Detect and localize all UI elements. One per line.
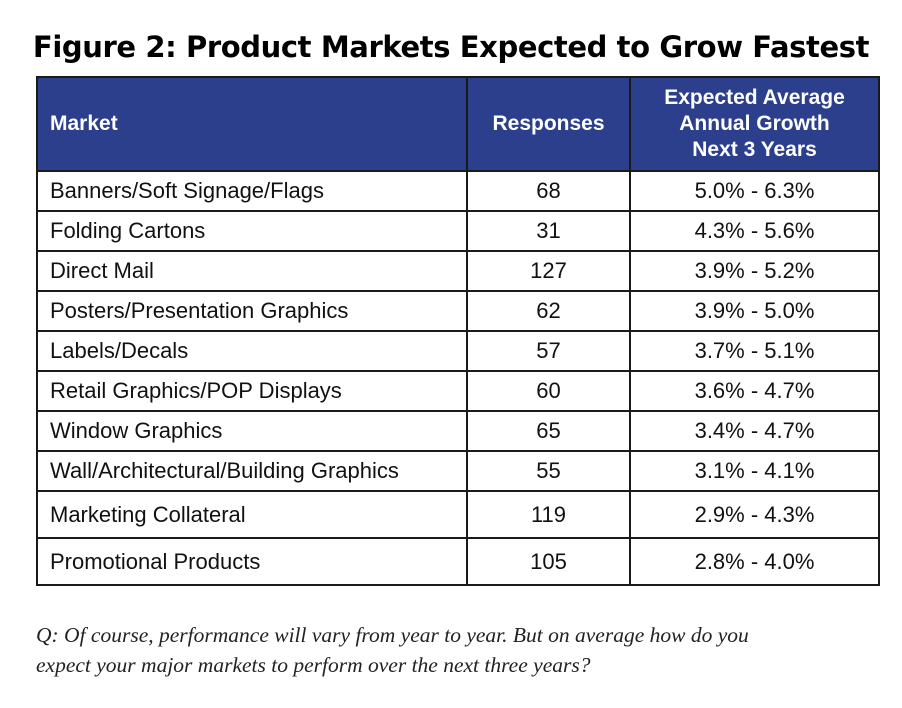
growth-cell: 3.9% - 5.0% <box>629 290 880 332</box>
footnote-line: expect your major markets to perform ove… <box>36 653 591 677</box>
table-header-row: Market Responses Expected Average Annual… <box>36 76 880 172</box>
responses-cell: 31 <box>466 210 631 252</box>
responses-cell: 127 <box>466 250 631 292</box>
growth-cell: 5.0% - 6.3% <box>629 170 880 212</box>
table-row: Wall/Architectural/Building Graphics 55 … <box>36 450 880 492</box>
responses-cell: 68 <box>466 170 631 212</box>
table-row: Window Graphics 65 3.4% - 4.7% <box>36 410 880 452</box>
table-row: Promotional Products 105 2.8% - 4.0% <box>36 537 880 586</box>
column-header-growth-line: Annual Growth <box>679 112 830 135</box>
footnote-line: Q: Of course, performance will vary from… <box>36 623 749 647</box>
table-row: Banners/Soft Signage/Flags 68 5.0% - 6.3… <box>36 170 880 212</box>
market-cell: Banners/Soft Signage/Flags <box>36 170 468 212</box>
table-row: Posters/Presentation Graphics 62 3.9% - … <box>36 290 880 332</box>
column-header-growth-line: Next 3 Years <box>692 138 817 161</box>
responses-cell: 57 <box>466 330 631 372</box>
market-cell: Retail Graphics/POP Displays <box>36 370 468 412</box>
growth-cell: 3.7% - 5.1% <box>629 330 880 372</box>
column-header-market: Market <box>36 76 468 172</box>
table-row: Folding Cartons 31 4.3% - 5.6% <box>36 210 880 252</box>
market-cell: Window Graphics <box>36 410 468 452</box>
responses-cell: 105 <box>466 537 631 586</box>
growth-cell: 3.4% - 4.7% <box>629 410 880 452</box>
responses-cell: 119 <box>466 490 631 539</box>
market-cell: Folding Cartons <box>36 210 468 252</box>
growth-cell: 3.6% - 4.7% <box>629 370 880 412</box>
market-cell: Labels/Decals <box>36 330 468 372</box>
market-cell: Marketing Collateral <box>36 490 468 539</box>
market-cell: Direct Mail <box>36 250 468 292</box>
column-header-growth-line: Expected Average <box>664 86 845 109</box>
growth-cell: 2.9% - 4.3% <box>629 490 880 539</box>
table-row: Direct Mail 127 3.9% - 5.2% <box>36 250 880 292</box>
responses-cell: 65 <box>466 410 631 452</box>
responses-cell: 55 <box>466 450 631 492</box>
market-cell: Posters/Presentation Graphics <box>36 290 468 332</box>
responses-cell: 62 <box>466 290 631 332</box>
table-row: Retail Graphics/POP Displays 60 3.6% - 4… <box>36 370 880 412</box>
growth-cell: 3.1% - 4.1% <box>629 450 880 492</box>
market-cell: Wall/Architectural/Building Graphics <box>36 450 468 492</box>
growth-cell: 4.3% - 5.6% <box>629 210 880 252</box>
growth-cell: 2.8% - 4.0% <box>629 537 880 586</box>
figure-title: Figure 2: Product Markets Expected to Gr… <box>32 30 870 64</box>
market-cell: Promotional Products <box>36 537 468 586</box>
table-row: Labels/Decals 57 3.7% - 5.1% <box>36 330 880 372</box>
markets-table: Market Responses Expected Average Annual… <box>36 76 880 586</box>
table-row: Marketing Collateral 119 2.9% - 4.3% <box>36 490 880 539</box>
survey-question-footnote: Q: Of course, performance will vary from… <box>36 620 886 680</box>
column-header-responses: Responses <box>466 76 631 172</box>
responses-cell: 60 <box>466 370 631 412</box>
growth-cell: 3.9% - 5.2% <box>629 250 880 292</box>
column-header-expected-growth: Expected Average Annual Growth Next 3 Ye… <box>629 76 880 172</box>
